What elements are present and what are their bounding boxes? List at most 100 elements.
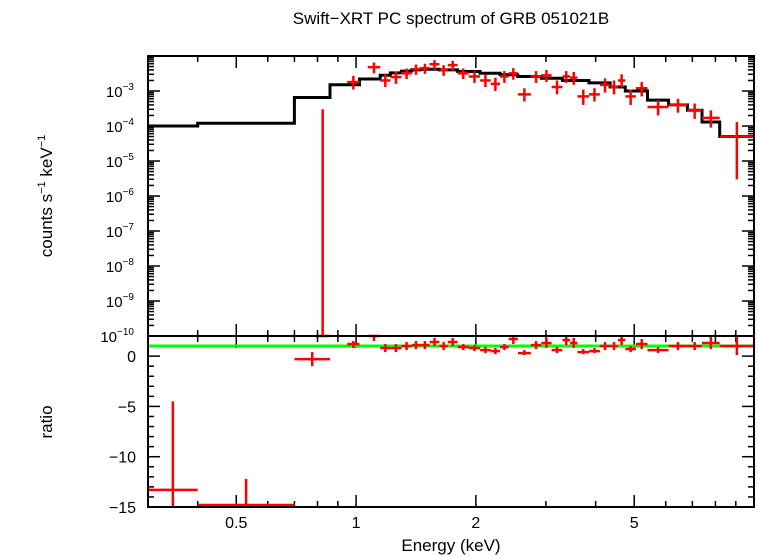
top-ytick-label: 10−9 (106, 292, 135, 311)
ratio-point (551, 347, 563, 354)
ytick-exponent: −10 (117, 327, 134, 338)
data-point (315, 109, 331, 338)
ratio-point (439, 342, 448, 351)
ratio-point (610, 342, 618, 351)
ytick-exponent: −3 (123, 82, 135, 93)
ratio-point (577, 349, 590, 355)
ytick-exponent: −8 (123, 257, 135, 268)
ratio-point (635, 339, 648, 350)
ratio-point (490, 348, 501, 355)
ratio-point (380, 344, 391, 353)
ytick-base: 10 (106, 294, 123, 311)
ratio-point (599, 342, 611, 351)
ratio-point (719, 337, 754, 356)
data-point (530, 71, 542, 83)
ratio-point (480, 347, 491, 354)
data-point (589, 88, 600, 102)
ratio-ytick-label: −10 (109, 450, 136, 467)
ytick-base: 10 (100, 329, 117, 346)
ratio-point (420, 341, 430, 350)
data-point (447, 60, 458, 71)
top-ytick-label: 10−6 (106, 187, 135, 206)
ratio-point (401, 342, 412, 351)
ratio-point (687, 342, 702, 351)
ratio-point (701, 337, 720, 350)
data-point (610, 80, 618, 95)
top-ticks (147, 55, 755, 337)
ytick-exponent: −4 (123, 117, 135, 128)
ytick-base: 10 (106, 259, 123, 276)
ratio-point (508, 336, 518, 345)
ratio-point (517, 350, 531, 356)
ratio-ytick-label: −5 (118, 399, 136, 416)
data-point (347, 75, 360, 90)
model-step-path (148, 67, 754, 138)
ratio-data-points (148, 334, 754, 507)
data-point (635, 82, 648, 97)
model-step-line (148, 67, 754, 138)
data-point (599, 78, 611, 93)
ratio-point (625, 346, 636, 353)
ratio-point (617, 336, 626, 346)
ratio-point (668, 342, 688, 351)
data-point (570, 71, 578, 85)
bottom-panel-frame (147, 335, 755, 508)
data-point (577, 89, 590, 105)
top-data-points (315, 60, 754, 338)
ytick-exponent: −9 (123, 292, 135, 303)
data-point (480, 74, 491, 88)
top-ytick-label: 10−8 (106, 257, 135, 276)
data-point (508, 68, 518, 80)
ratio-point (447, 338, 458, 347)
bottom-ytick-labels: 0 −5 −10 −15 (109, 349, 136, 517)
ratio-point (457, 344, 469, 351)
xlabel: Energy (keV) (401, 536, 500, 555)
top-ytick-label: 10−10 (100, 327, 134, 346)
ratio-point (541, 338, 552, 349)
data-point (701, 110, 720, 128)
data-point (617, 74, 626, 88)
ratio-point (647, 347, 669, 354)
ratio-point (429, 338, 440, 347)
ratio-ytick-label: 0 (127, 349, 136, 366)
data-point (429, 60, 440, 70)
data-point (420, 63, 430, 74)
ratio-ytick-label: −15 (109, 500, 136, 517)
data-point (490, 77, 501, 91)
ytick-exponent: −7 (123, 222, 135, 233)
ratio-point (390, 344, 402, 353)
ratio-point (468, 345, 481, 352)
data-point (500, 71, 509, 83)
ratio-point (197, 478, 295, 507)
data-point (687, 103, 702, 119)
xtick-label: 5 (630, 515, 639, 532)
data-point (541, 69, 552, 83)
data-point (562, 71, 571, 83)
ratio-point (411, 341, 421, 350)
top-panel-frame (147, 55, 755, 337)
xtick-label: 2 (471, 515, 480, 532)
ytick-exponent: −6 (123, 187, 135, 198)
ytick-exponent: −5 (123, 152, 135, 163)
ratio-point (148, 401, 198, 507)
ytick-base: 10 (106, 154, 123, 171)
ratio-point (347, 341, 360, 349)
top-ytick-label: 10−3 (106, 82, 135, 101)
data-point (719, 122, 754, 180)
top-ytick-label: 10−4 (106, 117, 135, 136)
top-ytick-label: 10−5 (106, 152, 135, 171)
xtick-label: 1 (352, 515, 361, 532)
ytick-base: 10 (106, 224, 123, 241)
xtick-label: 0.5 (225, 515, 247, 532)
data-point (457, 68, 469, 80)
data-point (647, 100, 669, 116)
ratio-point (530, 341, 542, 350)
ratio-point (570, 338, 578, 349)
ratio-point (294, 352, 331, 367)
bottom-ylabel: ratio (37, 405, 56, 438)
ytick-base: 10 (106, 119, 123, 136)
data-point (625, 89, 636, 105)
